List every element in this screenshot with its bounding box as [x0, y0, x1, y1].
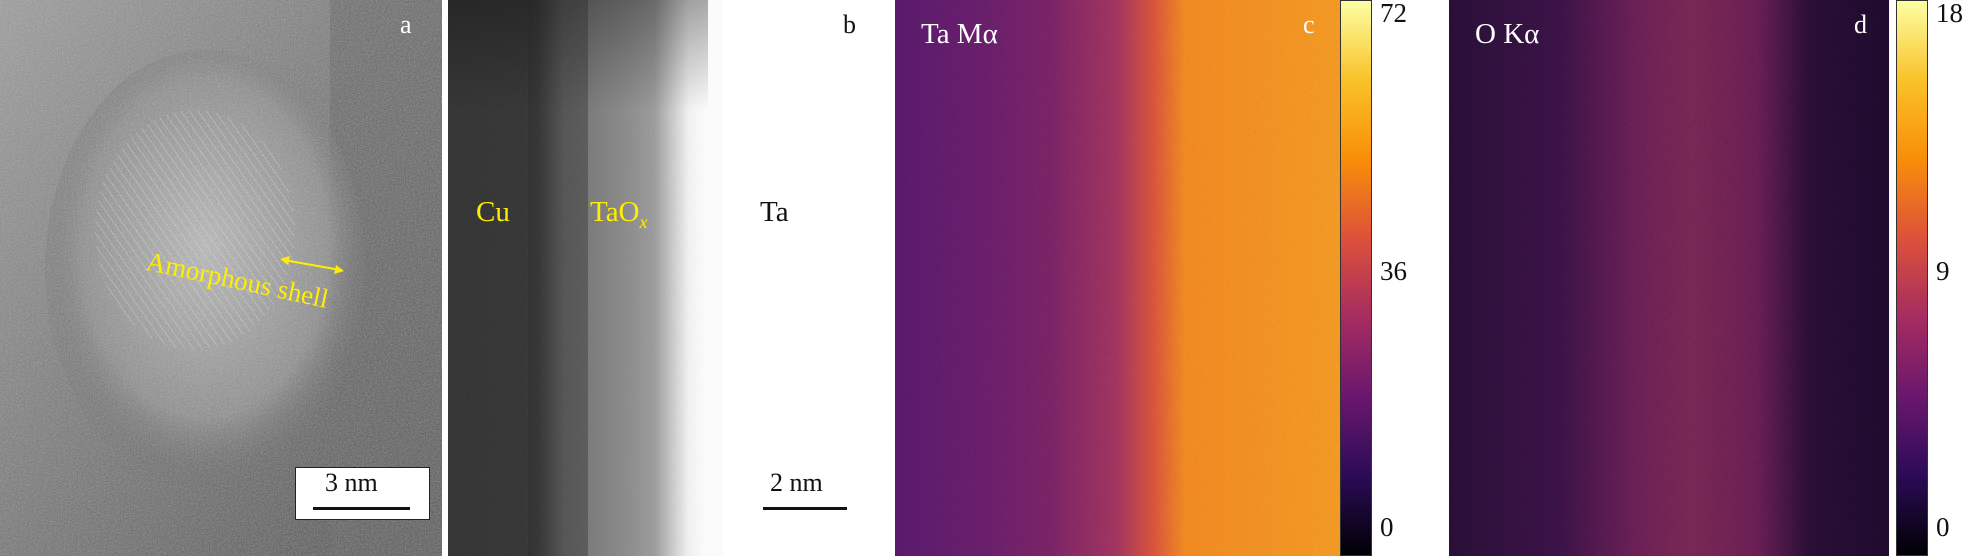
colorbar-c-max: 72: [1380, 0, 1407, 28]
scale-bar-label-b: 2 nm: [770, 468, 823, 497]
scale-bar-label-a: 3 nm: [325, 468, 378, 497]
colorbar-d-min: 0: [1936, 512, 1950, 542]
scale-bar-box-a: [295, 467, 430, 520]
hrtem-micrograph: [0, 0, 442, 556]
colorbar-gradient-d: [1896, 0, 1928, 556]
map-title-ta: Ta Mα: [921, 18, 998, 50]
haadf-micrograph: [448, 0, 878, 556]
scale-bar-b: [763, 507, 847, 510]
panel-label-c: c: [1303, 10, 1315, 39]
colorbar-d-mid: 9: [1936, 256, 1950, 286]
colorbar-c-mid: 36: [1380, 256, 1407, 286]
colorbar-d: [1896, 0, 1948, 556]
double-arrow-icon: [280, 256, 344, 274]
panel-label-d: d: [1854, 10, 1867, 39]
region-label-ta: Ta: [760, 196, 789, 228]
panel-c-ta-map: Ta Mα c: [895, 0, 1340, 556]
colorbar-gradient-c: [1340, 0, 1372, 556]
ta-elemental-map: [895, 0, 1340, 556]
panel-label-b: b: [843, 10, 856, 39]
colorbar-c: [1340, 0, 1392, 556]
panel-b-haadf-image: b Cu TaOx Ta 2 nm: [448, 0, 878, 556]
region-label-taox-subscript: x: [639, 211, 648, 232]
panel-d-o-map: O Kα d: [1449, 0, 1889, 556]
region-label-taox-base: TaO: [590, 196, 640, 228]
colorbar-d-max: 18: [1936, 0, 1963, 28]
o-elemental-map: [1449, 0, 1889, 556]
region-label-cu: Cu: [476, 196, 510, 228]
panel-a-hrtem-image: a Amorphous shell 3 nm: [0, 0, 442, 556]
region-label-taox: TaOx: [590, 196, 648, 233]
map-title-o: O Kα: [1475, 18, 1540, 50]
scale-bar-a: [313, 507, 410, 510]
panel-label-a: a: [400, 10, 412, 39]
colorbar-c-min: 0: [1380, 512, 1394, 542]
